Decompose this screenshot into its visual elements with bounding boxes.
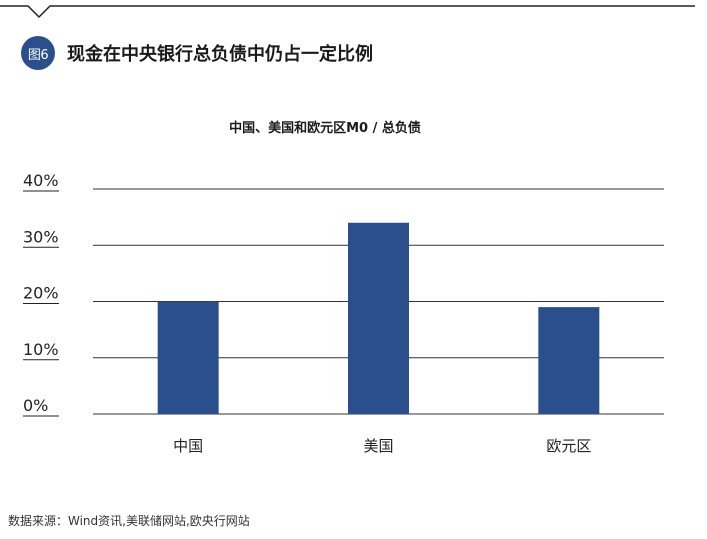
data-source-note: 数据来源：Wind资讯,美联储网站,欧央行网站 [8,514,250,528]
x-category-label: 中国 [173,437,203,455]
figure-header: 图6 现金在中央银行总负债中仍占一定比例 [21,36,373,70]
figure-title: 现金在中央银行总负债中仍占一定比例 [67,44,373,65]
bar [538,307,600,414]
y-tick-label: 0% [23,396,48,415]
top-rule [0,5,695,19]
y-tick-label: 20% [23,284,59,303]
bar [348,222,409,414]
x-category-label: 欧元区 [546,437,591,455]
y-tick-label: 40% [23,171,59,190]
y-tick-label: 10% [23,340,59,359]
y-tick-label: 30% [23,227,59,246]
bar [157,301,219,414]
x-category-label: 美国 [363,437,393,455]
chart-title: 中国、美国和欧元区M0 / 总负债 [229,121,421,136]
figure-number-badge: 图6 [21,36,55,70]
